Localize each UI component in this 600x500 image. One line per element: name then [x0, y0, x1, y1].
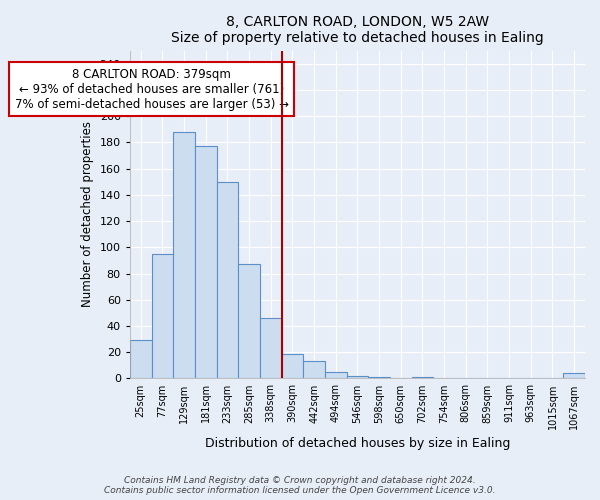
Bar — [347, 376, 368, 378]
Bar — [412, 377, 433, 378]
Bar — [217, 182, 238, 378]
X-axis label: Distribution of detached houses by size in Ealing: Distribution of detached houses by size … — [205, 437, 510, 450]
Bar — [563, 373, 585, 378]
Bar — [238, 264, 260, 378]
Bar — [325, 372, 347, 378]
Bar — [195, 146, 217, 378]
Bar — [130, 340, 152, 378]
Bar — [281, 354, 303, 378]
Bar — [173, 132, 195, 378]
Bar — [303, 362, 325, 378]
Text: 8 CARLTON ROAD: 379sqm
← 93% of detached houses are smaller (761)
7% of semi-det: 8 CARLTON ROAD: 379sqm ← 93% of detached… — [14, 68, 289, 110]
Y-axis label: Number of detached properties: Number of detached properties — [81, 122, 94, 308]
Title: 8, CARLTON ROAD, LONDON, W5 2AW
Size of property relative to detached houses in : 8, CARLTON ROAD, LONDON, W5 2AW Size of … — [171, 15, 544, 45]
Bar — [260, 318, 281, 378]
Bar — [368, 377, 390, 378]
Text: Contains HM Land Registry data © Crown copyright and database right 2024.
Contai: Contains HM Land Registry data © Crown c… — [104, 476, 496, 495]
Bar — [152, 254, 173, 378]
